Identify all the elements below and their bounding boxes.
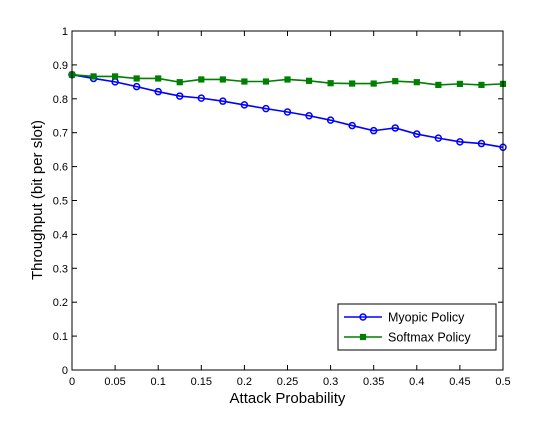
data-point-softmax — [327, 80, 334, 87]
data-point-softmax — [262, 78, 270, 85]
x-tick-label: 0.25 — [277, 376, 298, 388]
data-point-softmax — [349, 80, 356, 87]
data-point-softmax — [198, 76, 205, 83]
data-point-softmax — [155, 75, 162, 82]
data-point-myopic — [326, 116, 335, 124]
data-point-myopic — [305, 112, 313, 120]
x-tick-label: 0.2 — [237, 376, 252, 388]
y-axis: 0 0.1 0.2 0.3 0.4 0.5 0.6 0.7 0.8 0.9 1 — [53, 26, 503, 377]
data-point-softmax — [241, 78, 248, 85]
x-tick-label: 0.5 — [495, 376, 510, 388]
data-point-myopic — [197, 94, 206, 102]
data-point-myopic — [132, 82, 141, 91]
x-axis-label: Attack Probability — [230, 390, 346, 407]
data-point-softmax — [370, 80, 377, 87]
data-point-softmax — [284, 76, 291, 83]
legend-label-softmax: Softmax Policy — [388, 331, 471, 345]
x-tick-label: 0.45 — [449, 376, 470, 388]
data-point-myopic — [391, 124, 399, 132]
x-tick-label: 0.15 — [191, 376, 212, 388]
legend-label-myopic: Myopic Policy — [388, 311, 465, 325]
data-point-myopic — [240, 101, 249, 109]
data-point-softmax — [435, 81, 442, 89]
y-tick-label: 0.2 — [53, 297, 68, 309]
y-tick-label: 0.6 — [53, 162, 68, 174]
data-point-myopic — [348, 121, 356, 130]
data-point-softmax — [392, 78, 399, 85]
data-point-softmax — [456, 80, 463, 87]
y-tick-label: 0.8 — [53, 94, 68, 106]
y-tick-label: 0.7 — [53, 128, 68, 140]
data-point-myopic — [219, 97, 227, 105]
legend-marker-softmax — [359, 333, 367, 341]
y-tick-label: 0.1 — [53, 331, 68, 343]
legend-box — [337, 303, 497, 351]
data-point-myopic — [477, 139, 486, 148]
data-point-softmax — [478, 81, 485, 89]
x-tick-label: 0 — [69, 376, 75, 388]
legend: Myopic Policy Softmax Policy — [337, 303, 497, 351]
y-tick-label: 0.3 — [53, 263, 68, 275]
data-point-myopic — [262, 104, 270, 113]
y-tick-label: 0.9 — [53, 60, 68, 72]
data-point-myopic — [176, 92, 184, 100]
y-tick-label: 0.5 — [53, 196, 68, 208]
data-point-myopic — [413, 130, 421, 138]
x-tick-label: 0.35 — [363, 376, 384, 388]
series-line-myopic — [71, 73, 504, 149]
data-point-softmax — [413, 79, 420, 86]
data-point-softmax — [133, 75, 140, 82]
data-point-softmax — [305, 77, 313, 84]
y-axis-label: Throughput (bit per slot) — [29, 120, 46, 280]
y-tick-label: 0.4 — [53, 229, 68, 241]
data-point-softmax — [90, 73, 97, 80]
data-point-myopic — [154, 87, 162, 96]
data-point-softmax — [176, 79, 183, 86]
data-point-softmax — [219, 76, 226, 83]
x-tick-label: 0.1 — [151, 376, 166, 388]
y-tick-label: 0 — [62, 365, 68, 377]
data-point-myopic — [369, 126, 378, 135]
x-tick-label: 0.05 — [104, 376, 125, 388]
x-axis: 0 0.05 0.1 0.15 0.2 0.25 0.3 0.35 0.4 0.45 0.5 — [69, 31, 511, 388]
data-point-softmax — [112, 73, 119, 80]
data-point-myopic — [456, 138, 464, 146]
data-point-myopic — [434, 134, 443, 142]
legend-marker-myopic — [359, 313, 367, 321]
y-tick-label: 1 — [62, 26, 68, 38]
data-point-myopic — [283, 108, 292, 116]
x-tick-label: 0.4 — [409, 376, 424, 388]
x-tick-label: 0.3 — [323, 376, 338, 388]
